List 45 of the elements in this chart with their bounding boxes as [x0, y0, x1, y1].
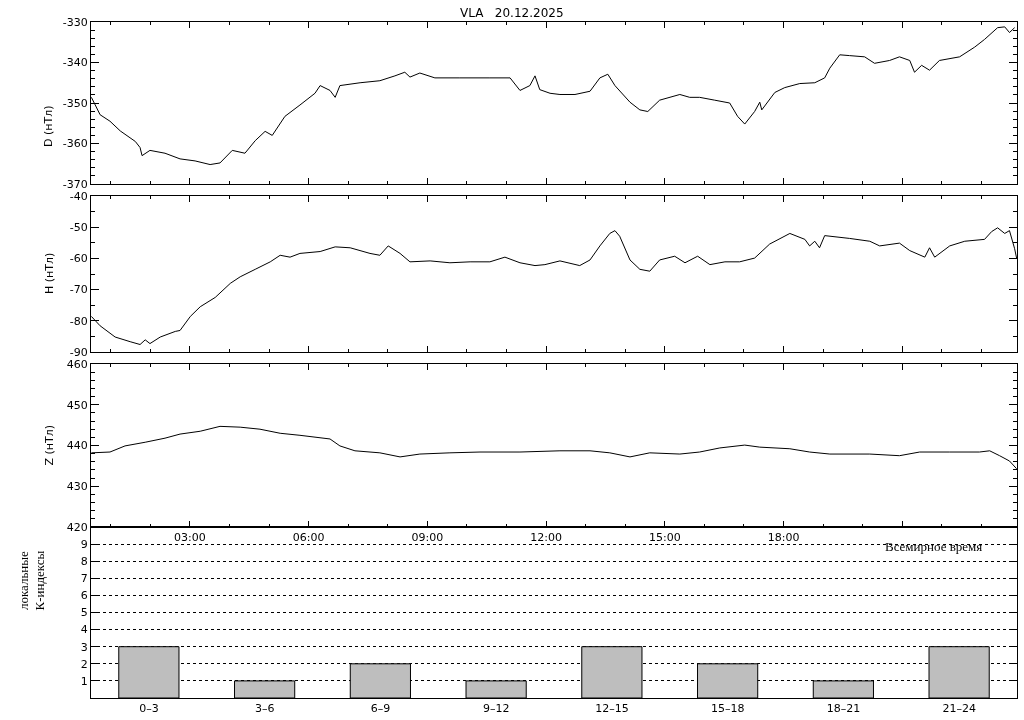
y-tick-label: 4 [80, 623, 88, 637]
y-tick-label: 460 [66, 357, 88, 371]
chart-title: VLA 20.12.2025 [460, 6, 564, 20]
x-tick-label: 15–18 [710, 702, 745, 716]
y-tick-label: -70 [69, 283, 88, 297]
y-tick-label: -40 [69, 189, 88, 203]
x-tick-label: 3–6 [254, 702, 275, 716]
y-tick-label: 1 [80, 674, 88, 688]
x-tick-label: 06:00 [292, 531, 325, 545]
x-tick-label: 9–12 [482, 702, 510, 716]
y-tick-label: 450 [66, 398, 88, 412]
y-tick-label: -60 [69, 252, 88, 266]
x-tick-label: 12–15 [595, 702, 629, 716]
y-tick-label: -80 [69, 314, 88, 328]
x-tick-label: 18–21 [826, 702, 861, 716]
x-tick-label: 21–24 [942, 702, 976, 716]
x-tick-label: 18:00 [767, 531, 800, 545]
x-tick-label: 09:00 [411, 531, 444, 545]
y-axis-title: D (нТл) [42, 105, 55, 147]
y-tick-label: 3 [80, 640, 88, 654]
y-tick-label: 430 [66, 480, 88, 494]
y-tick-label: 5 [80, 606, 88, 620]
x-axis-title: Всемирное время [885, 539, 983, 554]
y-tick-label: 440 [66, 439, 88, 453]
y-axis-title: Z (нТл) [42, 424, 56, 466]
x-tick-label: 03:00 [174, 531, 206, 545]
x-tick-label: 12:00 [530, 531, 562, 545]
x-tick-label: 0–3 [139, 702, 159, 716]
y-tick-label: 9 [80, 537, 88, 551]
y-axis-title: локальные К-индексы [15, 550, 48, 611]
y-tick-label: 420 [66, 520, 88, 534]
y-tick-label: -330 [62, 15, 88, 29]
y-tick-label: 7 [80, 572, 88, 586]
y-tick-label: 8 [80, 555, 88, 569]
y-tick-label: 6 [80, 589, 88, 603]
y-tick-label: 2 [80, 657, 88, 671]
y-tick-label: -370 [62, 177, 88, 191]
x-tick-label: 6–9 [370, 702, 391, 716]
y-tick-label: -340 [62, 56, 88, 70]
y-tick-label: -350 [62, 96, 88, 110]
x-tick-label: 15:00 [648, 531, 681, 545]
y-axis-title: H (нТл) [43, 252, 56, 294]
y-tick-label: -50 [69, 221, 88, 235]
y-tick-label: -90 [69, 345, 88, 359]
y-tick-label: -360 [62, 137, 88, 151]
